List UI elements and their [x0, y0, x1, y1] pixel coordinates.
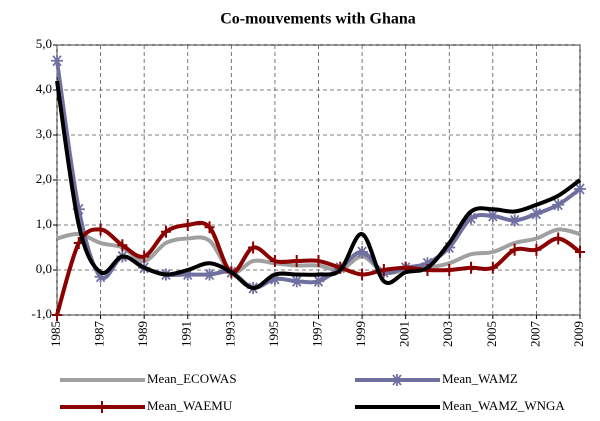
marker [51, 54, 63, 67]
marker [465, 212, 478, 225]
marker [72, 203, 85, 216]
x-tick-label: 1991 [179, 321, 194, 347]
marker [575, 246, 585, 258]
marker [508, 214, 521, 227]
marker [204, 221, 215, 234]
x-tick-label: 1997 [309, 321, 324, 348]
marker [97, 401, 107, 413]
x-tick-label: 1987 [92, 321, 107, 348]
chart-title: Co-mouvements with Ghana [220, 11, 416, 28]
marker [160, 225, 171, 238]
x-tick-label: 1995 [266, 321, 281, 347]
marker [203, 268, 216, 281]
marker [378, 264, 389, 276]
x-tick-label: 2005 [484, 321, 499, 347]
marker [552, 198, 565, 211]
x-tick-label: 2007 [527, 321, 542, 348]
y-tick-label: 0,0 [36, 261, 52, 276]
y-tick-label: 1,0 [36, 216, 52, 231]
marker [181, 268, 194, 281]
legend-label: Mean_WAEMU [147, 398, 233, 413]
y-tick-label: -1,0 [31, 306, 52, 321]
marker [443, 241, 456, 254]
marker [553, 232, 564, 245]
y-tick-label: 5,0 [36, 36, 52, 51]
marker [574, 183, 586, 195]
marker [466, 261, 477, 274]
marker [444, 264, 455, 276]
legend-label: Mean_ECOWAS [147, 371, 237, 386]
marker [421, 257, 434, 270]
legend-label: Mean_WAMZ [442, 371, 518, 386]
marker [291, 255, 302, 267]
marker [312, 275, 325, 288]
marker [248, 241, 259, 254]
x-tick-label: 2001 [397, 321, 412, 347]
x-tick-label: 1993 [222, 321, 237, 347]
marker [313, 255, 324, 267]
marker [487, 261, 498, 274]
x-tick-label: 1989 [135, 321, 150, 347]
marker [290, 275, 303, 288]
marker [268, 273, 281, 285]
marker [391, 374, 403, 386]
marker [356, 246, 369, 258]
x-tick-label: 1985 [48, 321, 63, 347]
x-tick-label: 1999 [353, 321, 368, 347]
y-tick-label: 2,0 [36, 171, 52, 186]
x-tick-label: 2003 [440, 321, 455, 347]
marker [531, 243, 542, 256]
marker [486, 210, 499, 222]
marker [117, 239, 128, 252]
marker [269, 255, 280, 267]
series-line [55, 80, 582, 290]
marker [94, 270, 107, 283]
marker [530, 207, 543, 220]
marker [52, 309, 62, 321]
y-tick-label: 3,0 [36, 126, 52, 141]
marker [139, 250, 150, 263]
marker [182, 219, 193, 231]
marker [509, 243, 520, 256]
marker [95, 223, 106, 236]
legend-label: Mean_WAMZ_WNGA [442, 398, 565, 413]
x-tick-label: 2009 [571, 321, 586, 347]
marker [357, 268, 368, 281]
y-tick-label: 4,0 [36, 81, 52, 96]
